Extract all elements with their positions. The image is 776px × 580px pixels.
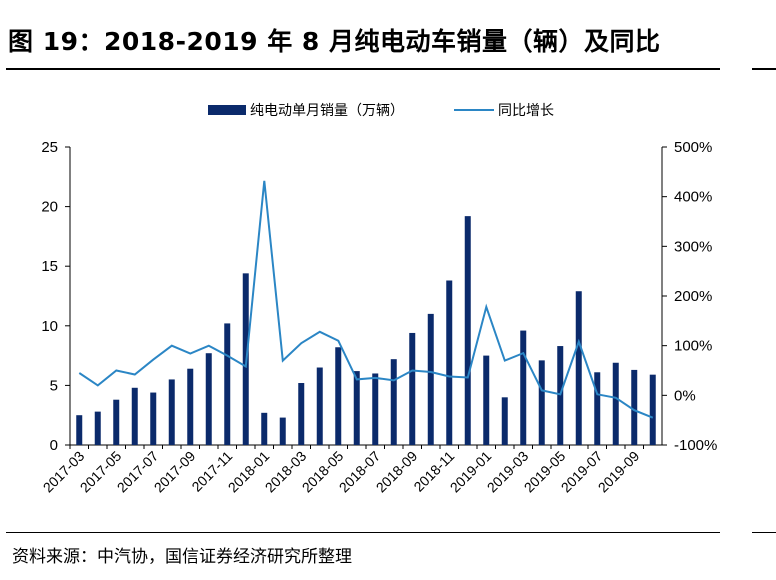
footer-rule: [6, 532, 720, 533]
bar: [353, 371, 360, 445]
bar: [575, 291, 582, 445]
y-left-tick-label: 10: [41, 318, 58, 335]
axes: 0 5 10 15 20 25 -100% 0% 100% 200% 300% 400% 500%: [41, 139, 717, 454]
y-right-tick-label: 0%: [674, 387, 696, 404]
y-left-tick-label: 5: [50, 377, 58, 394]
x-tick-label: 2019-09: [595, 448, 643, 496]
bar: [94, 411, 101, 445]
bar: [483, 355, 490, 445]
title-underline-right: [752, 68, 776, 70]
bar: [205, 353, 212, 445]
chart-title: 图 19：2018-2019 年 8 月纯电动车销量（辆）及同比: [8, 27, 661, 56]
bar: [224, 323, 231, 445]
y-right-tick-label: 100%: [674, 338, 712, 355]
y-right-tick-label: 500%: [674, 139, 712, 156]
legend: 纯电动单月销量（万辆） 同比增长: [208, 102, 554, 118]
legend-line-label: 同比增长: [498, 102, 554, 118]
x-tick-label: 2017-09: [151, 448, 199, 496]
bar-series: [76, 216, 656, 445]
y-right-tick-label: 200%: [674, 288, 712, 305]
bar: [520, 330, 527, 445]
bar: [279, 417, 286, 445]
bar: [427, 313, 434, 445]
bar: [168, 379, 175, 445]
y-left-tick-label: 25: [41, 139, 58, 156]
bar: [557, 346, 564, 445]
bar: [464, 216, 471, 445]
bar: [261, 412, 268, 445]
bar: [150, 392, 157, 445]
bar: [649, 374, 656, 445]
bar: [446, 280, 453, 445]
x-tick-labels: 2017-032017-052017-072017-092017-112018-…: [40, 445, 644, 495]
legend-bar-label: 纯电动单月销量（万辆）: [250, 102, 404, 118]
bar: [76, 415, 83, 445]
bar: [538, 360, 545, 445]
source-note: 资料来源：中汽协，国信证券经济研究所整理: [12, 547, 352, 567]
bar: [409, 332, 416, 445]
footer-rule-right: [752, 532, 776, 533]
bar: [612, 362, 619, 445]
y-left-tick-label: 15: [41, 258, 58, 275]
y-right-tick-label: -100%: [674, 437, 717, 454]
legend-bar-swatch: [208, 105, 246, 115]
bar: [631, 369, 638, 445]
bar: [113, 399, 120, 445]
x-tick-label: 2018-09: [373, 448, 421, 496]
bar: [316, 367, 323, 445]
bar: [131, 387, 138, 445]
bar: [298, 383, 305, 445]
y-left-tick-label: 20: [41, 199, 58, 216]
bar: [372, 373, 379, 445]
bar: [187, 368, 194, 445]
line-series: [78, 180, 654, 419]
growth-line: [78, 180, 654, 419]
bar: [594, 372, 601, 445]
bar: [335, 347, 342, 445]
title-underline: [6, 68, 720, 70]
bar: [390, 359, 397, 445]
bar: [501, 397, 508, 445]
y-right-tick-label: 300%: [674, 238, 712, 255]
y-left-tick-label: 0: [50, 437, 58, 454]
y-right-tick-label: 400%: [674, 189, 712, 206]
